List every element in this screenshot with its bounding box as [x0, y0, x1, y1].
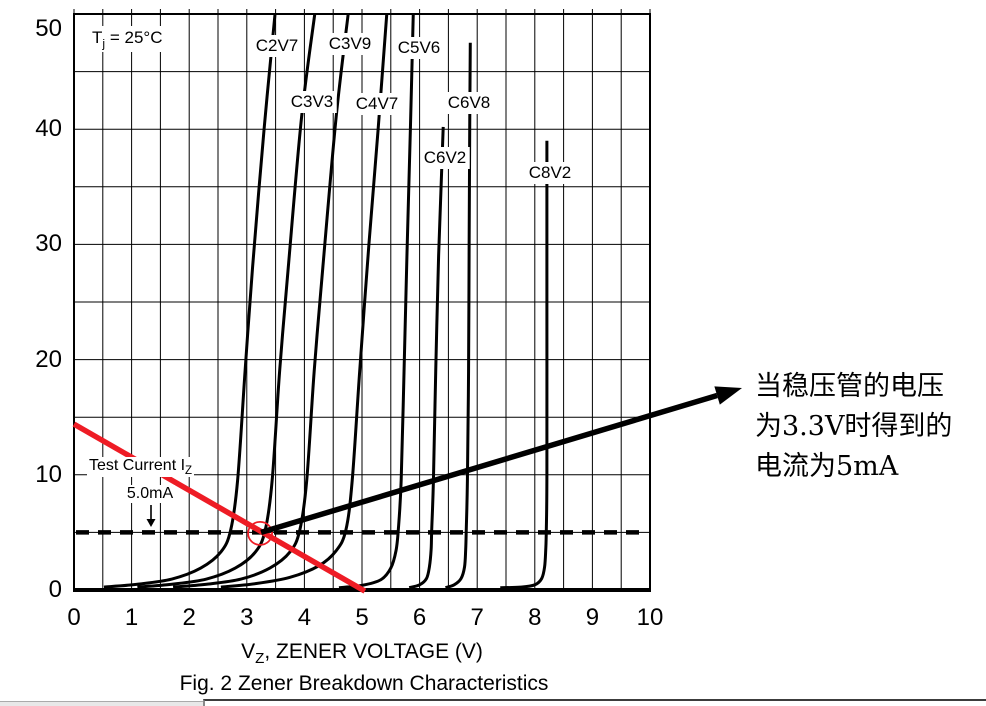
annotation-note-line: 电流为5mA — [755, 451, 899, 482]
curve-label-c8v2: C8V2 — [525, 162, 575, 184]
curve-label-c6v8: C6V8 — [444, 92, 494, 114]
curve-label-c3v3: C3V3 — [287, 91, 337, 113]
x-tick-label: 4 — [297, 604, 312, 631]
y-tick-label: 10 — [35, 460, 62, 488]
y-tick-label: 50 — [35, 15, 62, 42]
condition-label: Tj = 25°C — [84, 26, 171, 53]
figure-caption: Fig. 2 Zener Breakdown Characteristics — [179, 672, 549, 695]
annotation-note-line: 为3.3V时得到的 — [755, 411, 953, 442]
y-tick-label: 20 — [35, 345, 62, 373]
curve-label-c6v2: C6V2 — [420, 147, 470, 169]
annotation-note-line: 当稳压管的电压 — [755, 371, 944, 402]
x-tick-label: 9 — [585, 604, 600, 631]
y-tick-label: 30 — [35, 230, 62, 258]
x-tick-label: 0 — [67, 604, 81, 631]
x-tick-label: 3 — [240, 604, 254, 631]
test-current-label: Test Current IZ — [87, 457, 195, 478]
x-tick-label: 10 — [636, 604, 664, 631]
x-tick-label: 6 — [412, 604, 427, 631]
curve-label-c4v7: C4V7 — [352, 93, 402, 115]
curve-label-c3v9: C3V9 — [325, 33, 375, 55]
x-tick-label: 8 — [528, 604, 542, 631]
test-current-value: 5.0mA — [124, 485, 176, 503]
y-tick-label: 40 — [35, 115, 62, 143]
x-tick-label: 5 — [355, 604, 369, 631]
y-tick-label: 0 — [48, 576, 62, 603]
annotation-note: 当稳压管的电压 为3.3V时得到的 电流为5mA — [755, 367, 983, 487]
curve-label-c2v7: C2V7 — [252, 35, 302, 57]
x-axis-title: VZ, ZENER VOLTAGE (V) — [241, 640, 483, 668]
bottom-right-panel — [203, 699, 986, 706]
bottom-left-strip — [0, 701, 203, 706]
x-tick-label: 7 — [470, 604, 484, 631]
x-tick-label: 1 — [124, 604, 139, 631]
x-tick-label: 2 — [182, 604, 196, 631]
curve-label-c5v6: C5V6 — [394, 37, 444, 59]
